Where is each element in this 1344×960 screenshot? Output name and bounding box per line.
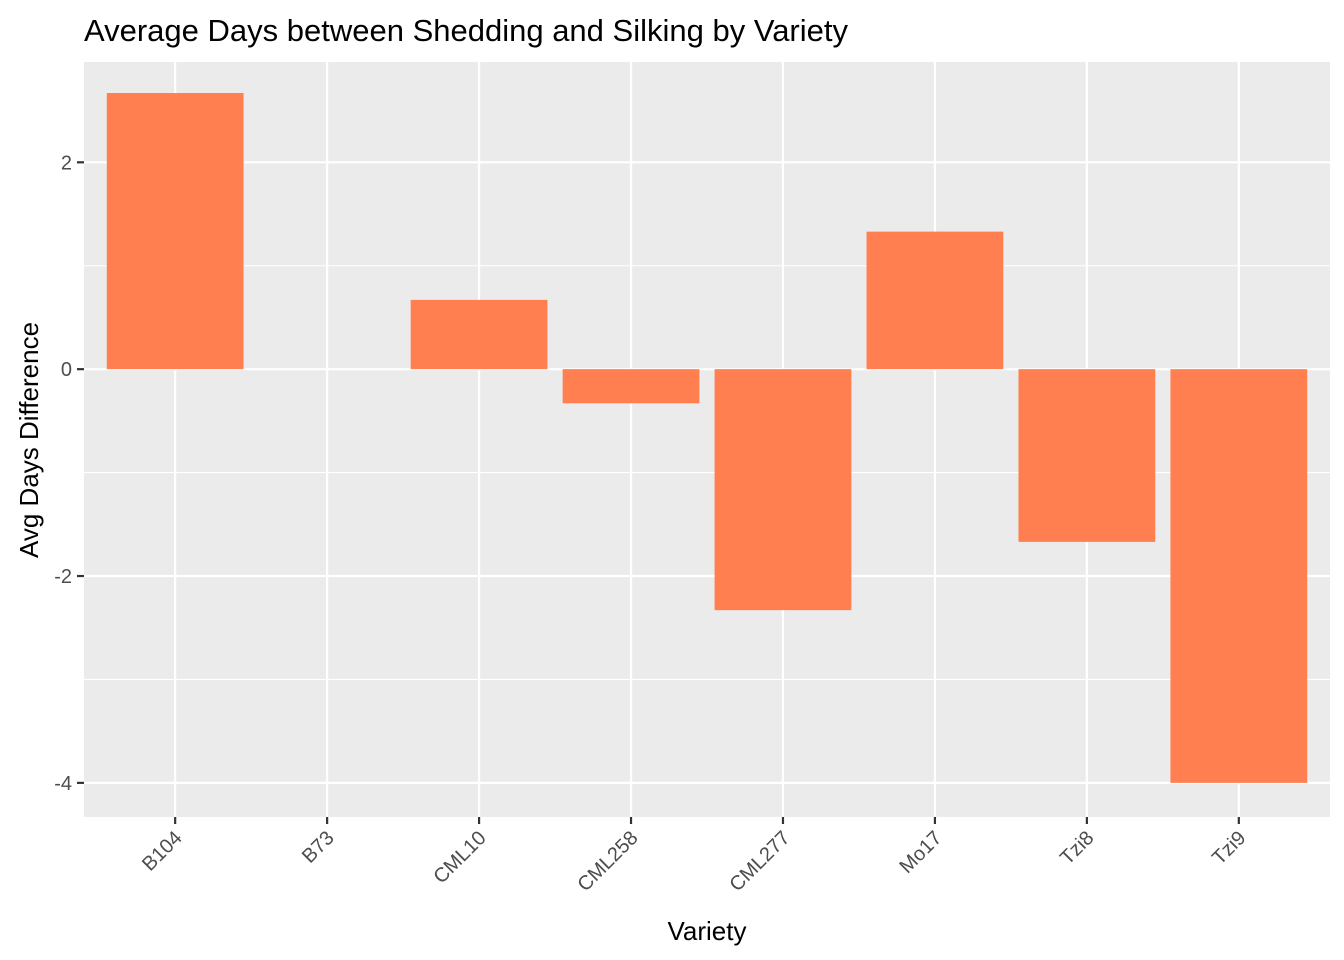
x-tick-label: Mo17	[896, 827, 947, 878]
y-axis-title: Avg Days Difference	[14, 322, 44, 558]
bar-tzi8	[1018, 369, 1156, 542]
x-tick-label: B73	[298, 827, 339, 868]
bar-mo17	[866, 231, 1004, 370]
bar-cml10	[410, 299, 548, 370]
y-tick-label: 2	[61, 152, 72, 174]
y-tick-label: -4	[54, 773, 72, 795]
y-tick-label: 0	[61, 359, 72, 381]
bar-b104	[106, 93, 244, 370]
bar-cml277	[714, 369, 852, 611]
x-tick-label: CML277	[725, 827, 794, 896]
x-tick-label: CML10	[429, 827, 490, 888]
chart-title: Average Days between Shedding and Silkin…	[84, 13, 848, 48]
x-tick-label: CML258	[574, 827, 643, 896]
bar-tzi9	[1170, 369, 1308, 783]
x-tick-label: Tzi8	[1056, 827, 1098, 869]
x-axis-ticks: B104 B73 CML10 CML258 CML277 Mo17 Tzi8 Tzi9	[138, 817, 1250, 896]
x-tick-label: B104	[138, 827, 187, 876]
x-tick-label: Tzi9	[1208, 827, 1250, 869]
bars	[106, 93, 1308, 783]
x-axis-title: Variety	[668, 916, 747, 946]
bar-cml258	[562, 369, 700, 404]
y-tick-label: -2	[54, 566, 72, 588]
y-axis-ticks: -4 -2 0 2	[54, 152, 84, 795]
